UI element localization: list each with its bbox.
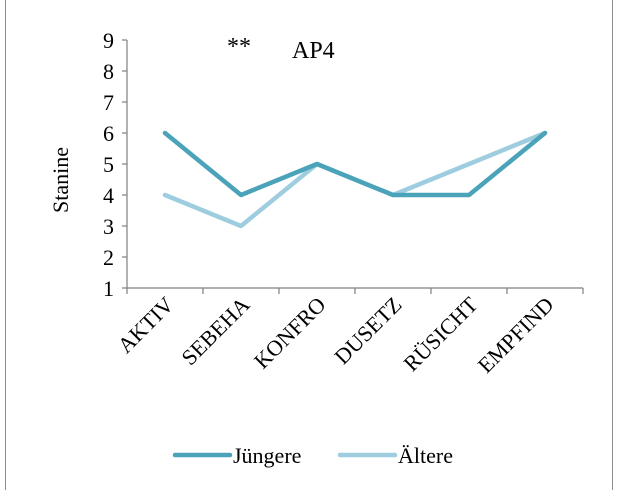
x-category-label: EMPFIND bbox=[473, 292, 559, 378]
x-category-label: SEBEHA bbox=[176, 292, 254, 370]
chart-title: AP4 bbox=[292, 38, 335, 64]
x-category-label: AKTIV bbox=[112, 292, 178, 358]
significance-marker: ** bbox=[227, 34, 251, 60]
y-tick-label: 1 bbox=[103, 276, 114, 301]
y-tick-label: 2 bbox=[103, 245, 114, 270]
y-axis-ticks: 1 2 3 4 5 6 7 8 9 bbox=[103, 28, 127, 301]
x-category-label: DUSETZ bbox=[329, 292, 406, 369]
y-tick-label: 8 bbox=[103, 59, 114, 84]
x-category-label: KONFRO bbox=[249, 292, 331, 374]
y-tick-label: 4 bbox=[103, 183, 114, 208]
x-category-label: RÜSICHT bbox=[398, 291, 483, 376]
series-lines bbox=[162, 130, 548, 229]
y-tick-label: 3 bbox=[103, 214, 114, 239]
legend-label-aeltere: Ältere bbox=[398, 443, 453, 468]
y-tick-label: 9 bbox=[103, 28, 114, 53]
legend: Jüngere Ältere bbox=[172, 443, 453, 468]
y-tick-label: 5 bbox=[103, 152, 114, 177]
series-line-juengere bbox=[162, 130, 548, 198]
y-tick-label: 6 bbox=[103, 121, 114, 146]
y-axis-label: Stanine bbox=[48, 147, 73, 213]
legend-label-juengere: Jüngere bbox=[233, 443, 301, 468]
y-tick-label: 7 bbox=[103, 90, 114, 115]
